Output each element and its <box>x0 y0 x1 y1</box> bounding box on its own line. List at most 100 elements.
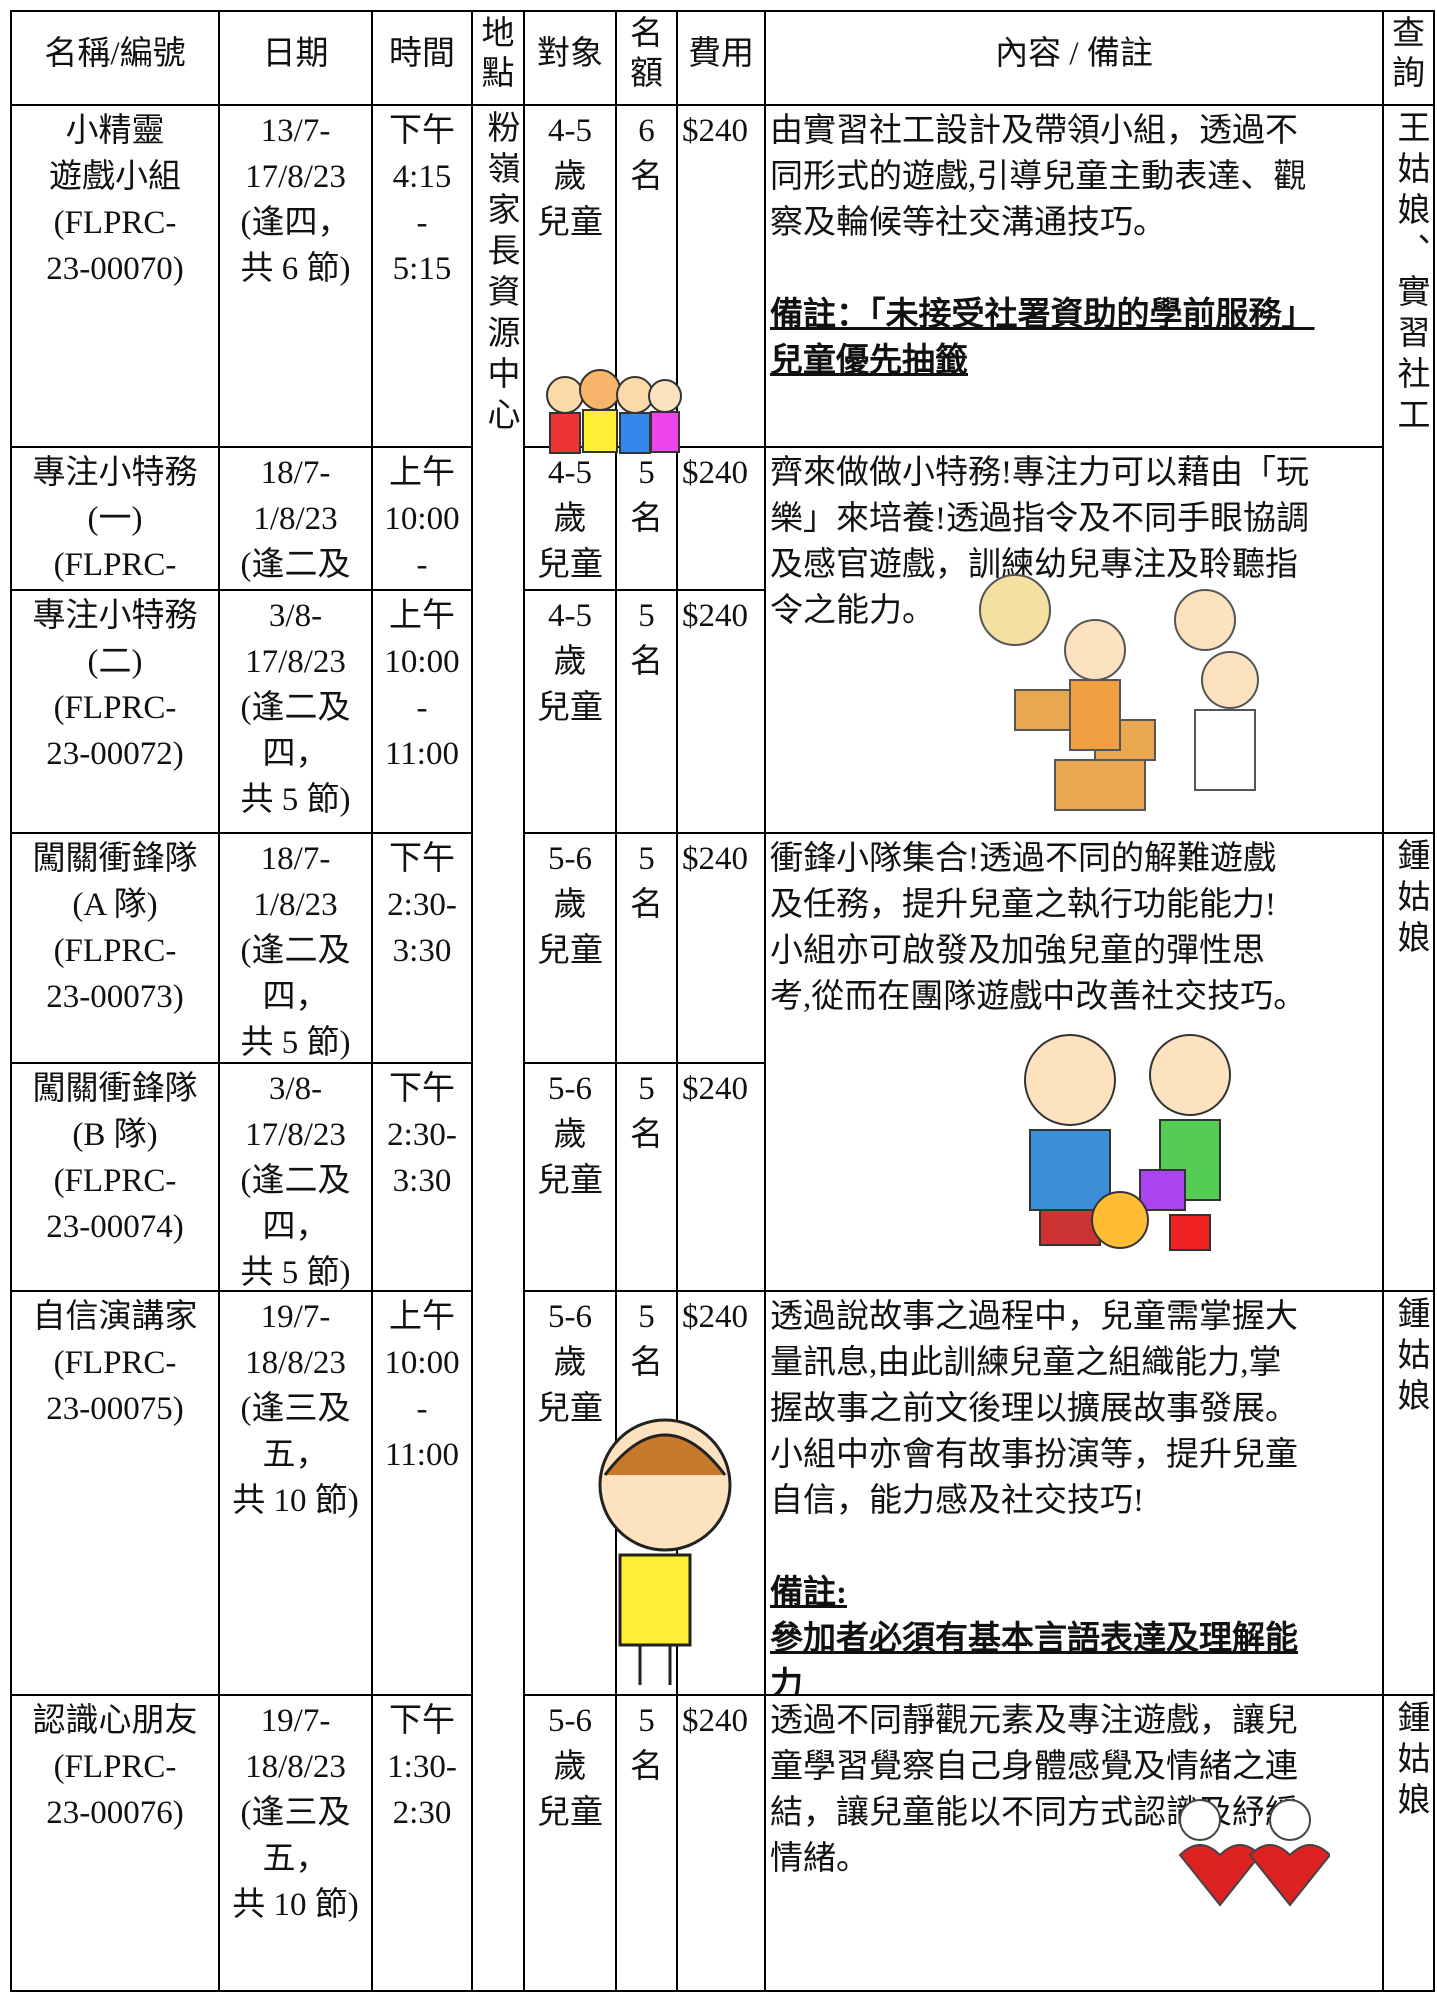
name-line: 23-00076) <box>46 1795 184 1831</box>
note-line: 力 <box>770 1667 803 1696</box>
time-cell: 下午 4:15 - 5:15 <box>371 104 473 448</box>
time-line: 2:30- <box>387 1117 457 1153</box>
fee-cell: $240 <box>676 1694 766 1992</box>
note-line: 兒童優先抽籤 <box>770 343 968 379</box>
date-line: (逢四， <box>240 205 351 241</box>
time-line: 10:00 <box>384 644 460 680</box>
quota-line: 5 <box>638 455 655 491</box>
name-line: (FLPRC- <box>53 933 177 969</box>
kids-illustration <box>546 369 682 454</box>
date-cell: 19/7- 18/8/23 (逢三及 五， 共 10 節) <box>218 1290 373 1696</box>
time-line: 11:00 <box>385 1437 459 1473</box>
target-line: 兒童 <box>537 1795 603 1831</box>
content-line: 透過不同靜觀元素及專注遊戲，讓兒 <box>770 1703 1298 1739</box>
quota-line: 5 <box>638 598 655 634</box>
header-cell: 時間 <box>371 10 473 106</box>
target-line: 兒童 <box>537 933 603 969</box>
header-cell: 地點 <box>471 10 525 106</box>
date-line: (逢二及 <box>240 547 351 583</box>
date-line: 四， <box>262 1209 329 1245</box>
date-line: 17/8/23 <box>245 159 346 195</box>
name-line: (FLPRC- <box>53 547 177 583</box>
content-line: 握故事之前文後理以擴展故事發展。 <box>770 1391 1298 1427</box>
target-line: 歲 <box>553 1749 587 1785</box>
date-line: 19/7- <box>260 1703 331 1739</box>
fee-cell: $240 <box>676 104 766 448</box>
target-cell: 5-6 歲兒童 <box>523 1694 617 1992</box>
target-cell: 4-5 歲兒童 <box>523 446 617 591</box>
content-line: 樂」來培養!透過指令及不同手眼協調 <box>770 501 1309 537</box>
time-line: 5:15 <box>392 251 452 287</box>
name-line: 闖關衝鋒隊 <box>32 841 198 877</box>
header-text: 費用 <box>688 36 754 72</box>
content-line: 同形式的遊戲,引導兒童主動表達、觀 <box>770 159 1307 195</box>
date-line: 17/8/23 <box>245 1117 346 1153</box>
content-line: 小組亦可啟發及加強兒童的彈性思 <box>770 933 1265 969</box>
date-line: (逢三及 <box>240 1795 351 1831</box>
date-cell: 19/7- 18/8/23 (逢三及 五， 共 10 節) <box>218 1694 373 1992</box>
name-line: 專注小特務 <box>32 598 198 634</box>
name-cell: 闖關衝鋒隊 (A 隊) (FLPRC- 23-00073) <box>10 832 220 1064</box>
content-cell: 由實習社工設計及帶領小組，透過不 同形式的遊戲,引導兒童主動表達、觀 察及輪候等社交… <box>764 104 1384 448</box>
date-line: 3/8- <box>268 598 323 634</box>
content-cell: 透過不同靜觀元素及專注遊戲，讓兒 童學習覺察自己身體感覺及情緒之連 結，讓兒童能以不… <box>764 1694 1384 1992</box>
date-line: 18/8/23 <box>245 1749 346 1785</box>
content-cell: 透過說故事之過程中，兒童需掌握大 量訊息,由此訓練兒童之組織能力,掌 握故事之前文後… <box>764 1290 1384 1696</box>
time-line: 1:30- <box>387 1749 457 1785</box>
date-line: 17/8/23 <box>245 644 346 680</box>
note-line: 備註：「未接受社署資助的學前服務」 <box>770 297 1315 333</box>
quota-line: 名 <box>630 1749 663 1785</box>
quota-line: 名 <box>630 644 663 680</box>
time-line: 10:00 <box>384 501 460 537</box>
date-line: 五， <box>262 1437 329 1473</box>
date-cell: 3/8- 17/8/23 (逢二及 四， 共 5 節) <box>218 1062 373 1292</box>
contact-cell: 鍾姑娘 <box>1382 1694 1435 1992</box>
date-line: 1/8/23 <box>253 887 338 923</box>
content-line: 齊來做做小特務!專注力可以藉由「玩 <box>770 455 1309 491</box>
date-cell: 3/8- 17/8/23 (逢二及 四， 共 5 節) <box>218 589 373 834</box>
contact-cell: 鍾姑娘 <box>1382 1290 1435 1696</box>
name-cell: 專注小特務 (二) (FLPRC- 23-00072) <box>10 589 220 834</box>
content-line: 考,從而在團隊遊戲中改善社交技巧。 <box>770 979 1307 1015</box>
date-line: 共 6 節) <box>240 251 351 287</box>
name-line: (FLPRC- <box>53 205 177 241</box>
contact-cell: 王姑娘、實習社工 <box>1382 104 1435 834</box>
time-line: 下午 <box>389 1071 455 1107</box>
target-cell: 5-6 歲兒童 <box>523 1062 617 1292</box>
name-cell: 小精靈 遊戲小組 (FLPRC- 23-00070) <box>10 104 220 448</box>
name-line: 遊戲小組 <box>49 159 181 195</box>
target-cell: 4-5 歲兒童 <box>523 589 617 834</box>
header-cell: 費用 <box>676 10 766 106</box>
note-block: 備註：「未接受社署資助的學前服務」 兒童優先抽籤 <box>770 292 1378 384</box>
name-line: 23-00070) <box>46 251 184 287</box>
date-line: 共 5 節) <box>240 782 351 818</box>
content-line: 透過說故事之過程中，兒童需掌握大 <box>770 1299 1298 1335</box>
time-line: 4:15 <box>392 159 452 195</box>
target-cell: 4-5 歲兒童 <box>523 104 617 448</box>
quota-line: 5 <box>638 1299 655 1335</box>
target-line: 歲 <box>553 644 587 680</box>
fee-cell: $240 <box>676 589 766 834</box>
location-cell: 粉嶺家長資源中心 <box>471 104 525 1992</box>
header-cell: 查詢 <box>1382 10 1435 106</box>
name-cell: 認識心朋友 (FLPRC- 23-00076) <box>10 1694 220 1992</box>
time-line: 下午 <box>389 1703 455 1739</box>
time-line: 11:00 <box>385 736 459 772</box>
quota-line: 名 <box>630 887 663 923</box>
header-text: 對象 <box>537 36 603 72</box>
date-cell: 18/7- 1/8/23 (逢二及四， 共 5 節) <box>218 832 373 1064</box>
date-line: 四， <box>262 979 329 1015</box>
date-line: 共 5 節) <box>240 1025 351 1061</box>
time-cell: 下午 2:30- 3:30 <box>371 832 473 1064</box>
time-line: 3:30 <box>392 933 452 969</box>
header-cell: 對象 <box>523 10 617 106</box>
content-line: 童學習覺察自己身體感覺及情緒之連 <box>770 1749 1298 1785</box>
time-line: 上午 <box>389 1299 455 1335</box>
time-line: - <box>416 1391 428 1427</box>
date-line: 13/7- <box>260 113 331 149</box>
target-line: 4-5 <box>548 113 592 149</box>
